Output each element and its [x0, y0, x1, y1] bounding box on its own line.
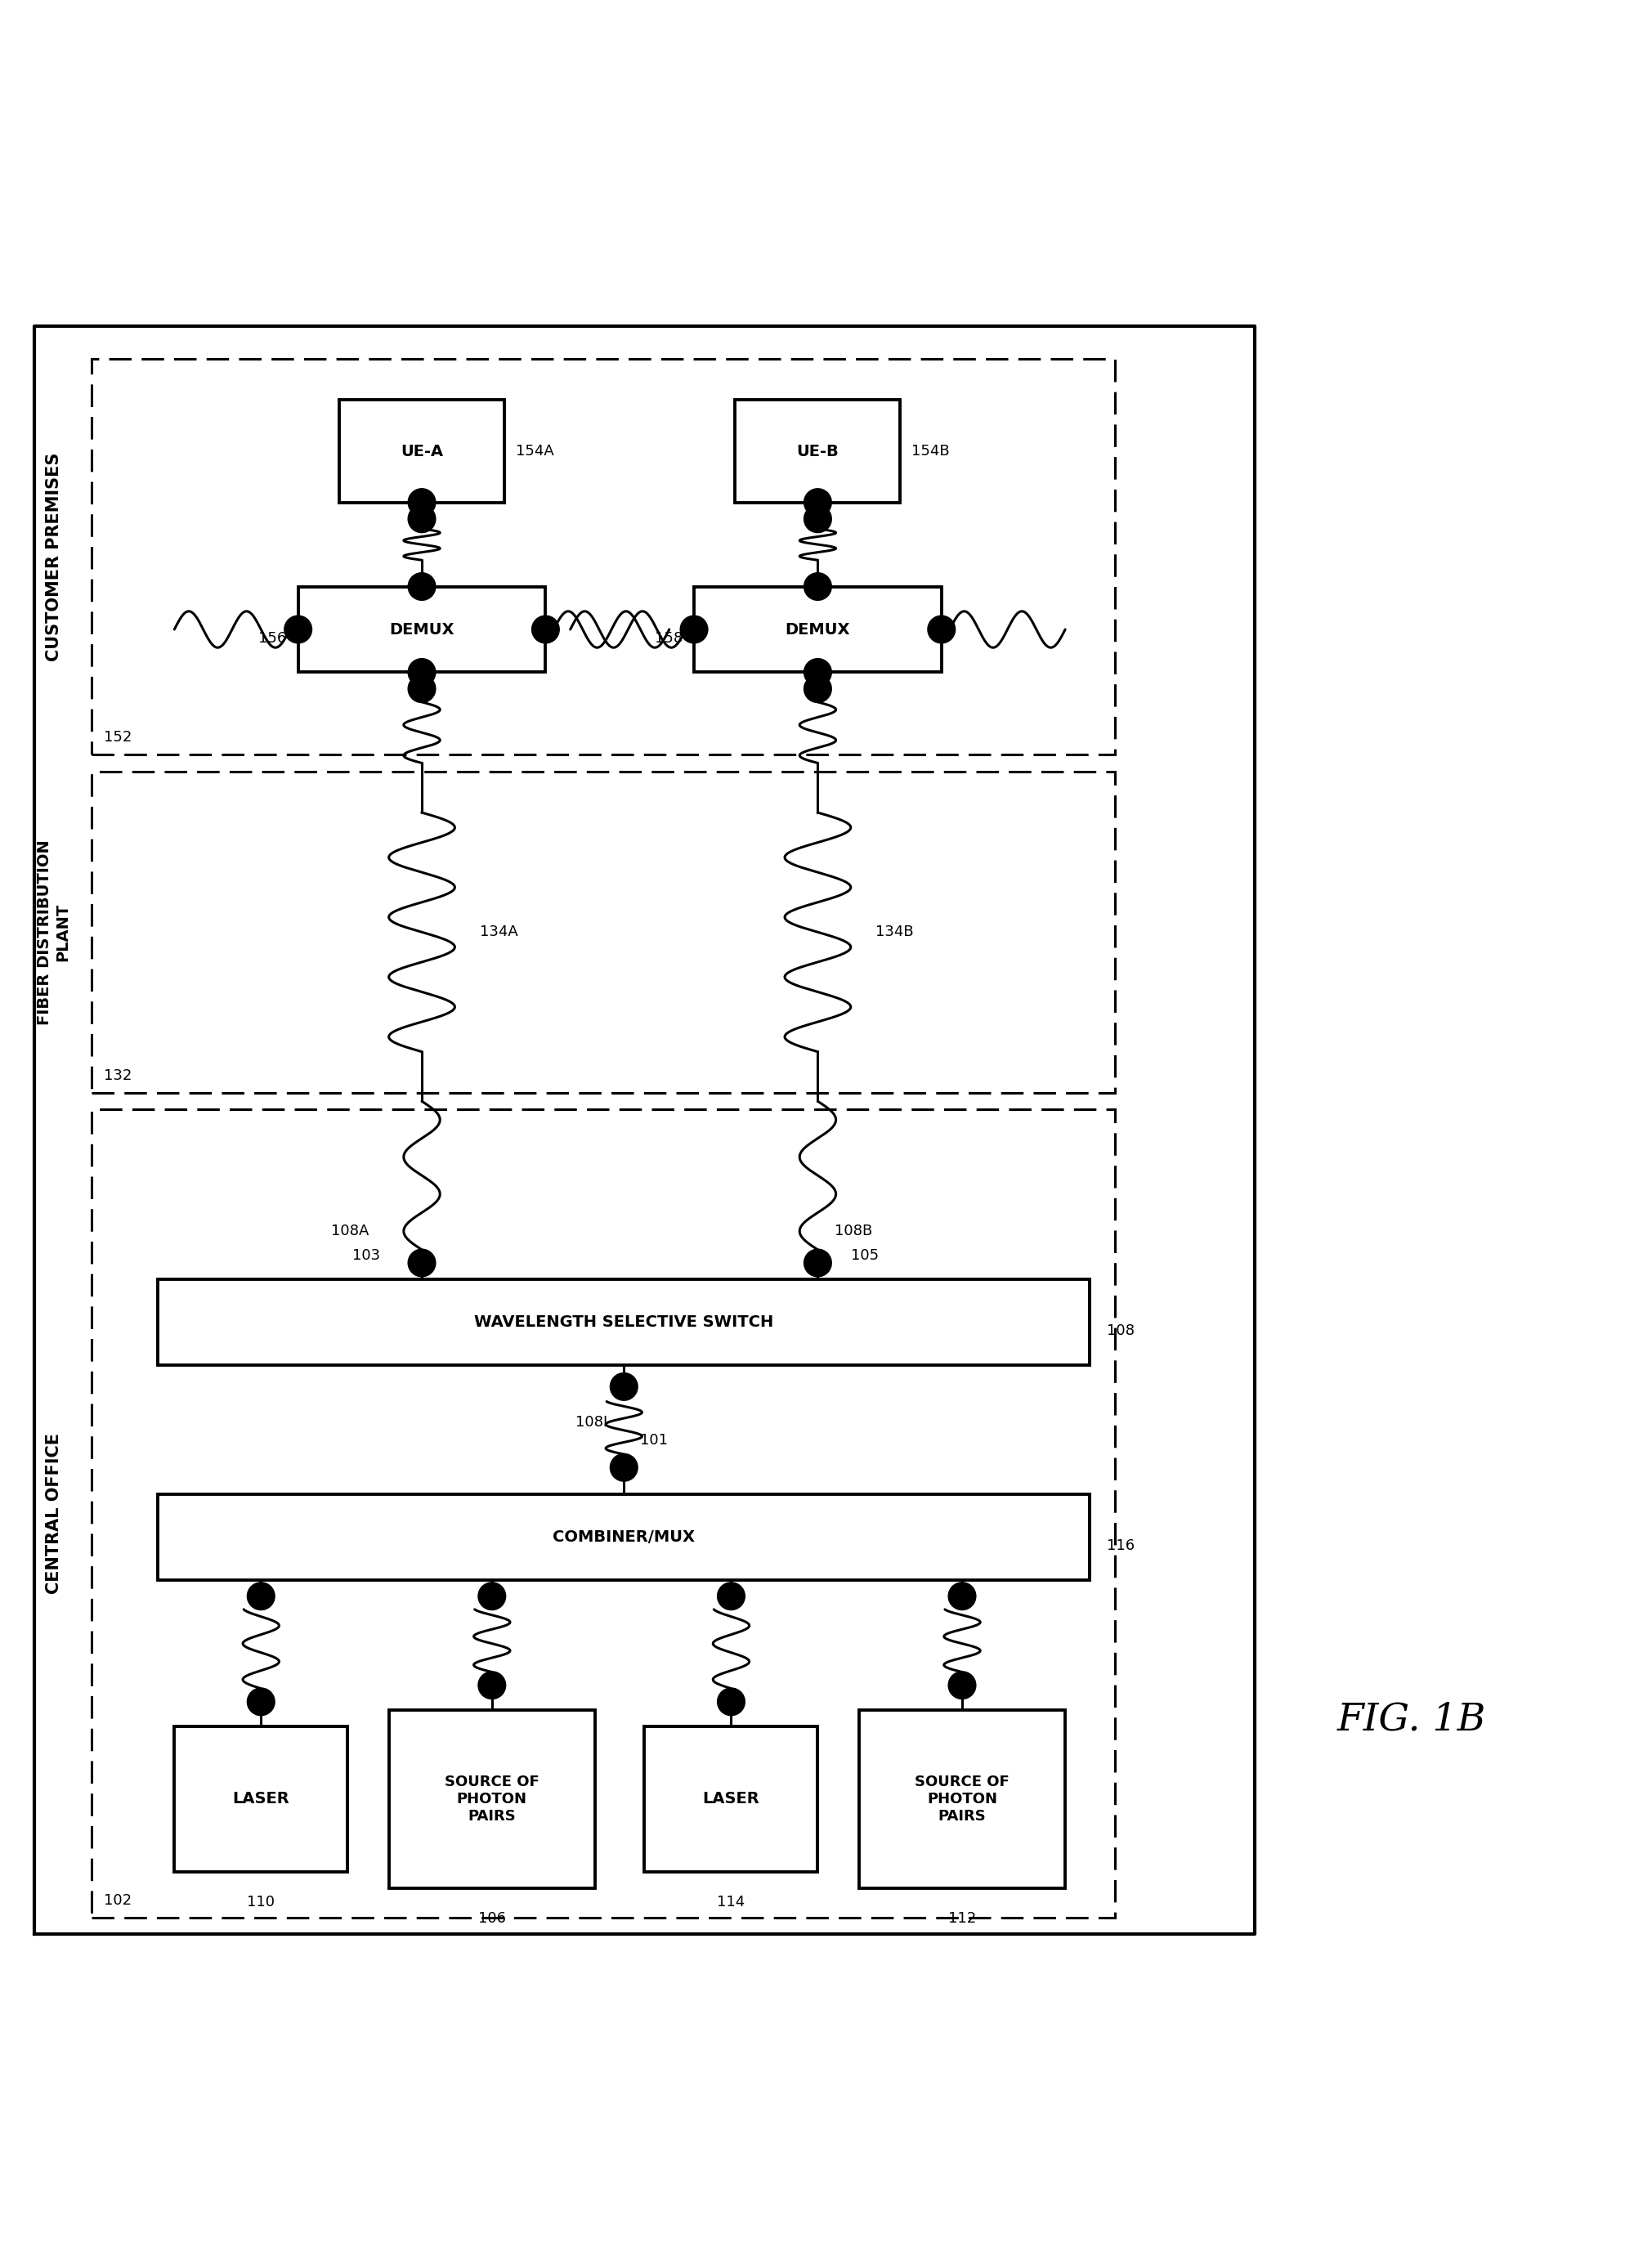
- FancyBboxPatch shape: [388, 1709, 595, 1887]
- Text: SOURCE OF
PHOTON
PAIRS: SOURCE OF PHOTON PAIRS: [915, 1775, 1009, 1824]
- Text: UE-A: UE-A: [400, 444, 443, 459]
- Text: LASER: LASER: [233, 1790, 289, 1806]
- Text: 114: 114: [717, 1894, 745, 1910]
- Circle shape: [928, 617, 955, 642]
- Circle shape: [611, 1374, 638, 1401]
- FancyBboxPatch shape: [735, 401, 900, 502]
- Circle shape: [805, 574, 831, 599]
- Text: SOURCE OF
PHOTON
PAIRS: SOURCE OF PHOTON PAIRS: [444, 1775, 539, 1824]
- FancyBboxPatch shape: [175, 1727, 347, 1871]
- Circle shape: [284, 617, 311, 642]
- Circle shape: [532, 617, 558, 642]
- Circle shape: [805, 489, 831, 516]
- Circle shape: [719, 1689, 745, 1716]
- FancyBboxPatch shape: [339, 401, 504, 502]
- Text: DEMUX: DEMUX: [390, 622, 454, 637]
- Circle shape: [408, 489, 434, 516]
- Text: COMBINER/MUX: COMBINER/MUX: [553, 1529, 695, 1545]
- Circle shape: [248, 1689, 274, 1716]
- FancyBboxPatch shape: [159, 1493, 1090, 1579]
- Circle shape: [805, 507, 831, 531]
- Text: 112: 112: [948, 1912, 976, 1925]
- Circle shape: [805, 1250, 831, 1277]
- Text: 108I: 108I: [575, 1414, 608, 1430]
- Text: 110: 110: [248, 1894, 274, 1910]
- Circle shape: [681, 617, 707, 642]
- Text: 156: 156: [259, 631, 286, 646]
- Text: 108: 108: [1107, 1324, 1135, 1338]
- Circle shape: [408, 660, 434, 685]
- Text: 134A: 134A: [479, 926, 517, 939]
- Text: 102: 102: [104, 1894, 131, 1907]
- Text: 132: 132: [104, 1067, 132, 1083]
- Circle shape: [479, 1671, 506, 1698]
- FancyBboxPatch shape: [297, 586, 545, 673]
- Text: CENTRAL OFFICE: CENTRAL OFFICE: [46, 1432, 63, 1594]
- Text: 152: 152: [104, 730, 132, 745]
- Text: FIBER DISTRIBUTION
PLANT: FIBER DISTRIBUTION PLANT: [36, 840, 71, 1025]
- Text: 116: 116: [1107, 1538, 1135, 1552]
- Circle shape: [719, 1583, 745, 1610]
- FancyBboxPatch shape: [694, 586, 942, 673]
- Circle shape: [479, 1583, 506, 1610]
- Text: 158: 158: [654, 631, 682, 646]
- Circle shape: [408, 1250, 434, 1277]
- Text: CUSTOMER PREMISES: CUSTOMER PREMISES: [46, 453, 63, 662]
- Circle shape: [408, 676, 434, 703]
- Text: WAVELENGTH SELECTIVE SWITCH: WAVELENGTH SELECTIVE SWITCH: [474, 1315, 773, 1331]
- Circle shape: [408, 574, 434, 599]
- Text: 154A: 154A: [515, 444, 553, 459]
- Text: LASER: LASER: [702, 1790, 760, 1806]
- FancyBboxPatch shape: [644, 1727, 818, 1871]
- Circle shape: [805, 676, 831, 703]
- Circle shape: [948, 1671, 975, 1698]
- Text: 108A: 108A: [330, 1223, 368, 1239]
- Circle shape: [948, 1583, 975, 1610]
- Text: 134B: 134B: [876, 926, 914, 939]
- Circle shape: [805, 660, 831, 685]
- Circle shape: [248, 1583, 274, 1610]
- Text: DEMUX: DEMUX: [785, 622, 851, 637]
- FancyBboxPatch shape: [859, 1709, 1066, 1887]
- Text: FIG. 1B: FIG. 1B: [1336, 1703, 1487, 1739]
- Text: 106: 106: [477, 1912, 506, 1925]
- Text: UE-B: UE-B: [796, 444, 839, 459]
- Text: 105: 105: [851, 1248, 879, 1263]
- Text: 101: 101: [641, 1432, 667, 1448]
- Circle shape: [408, 507, 434, 531]
- Circle shape: [611, 1455, 638, 1482]
- Text: 154B: 154B: [912, 444, 950, 459]
- Text: 103: 103: [352, 1248, 380, 1263]
- Text: 108B: 108B: [834, 1223, 872, 1239]
- FancyBboxPatch shape: [159, 1279, 1090, 1365]
